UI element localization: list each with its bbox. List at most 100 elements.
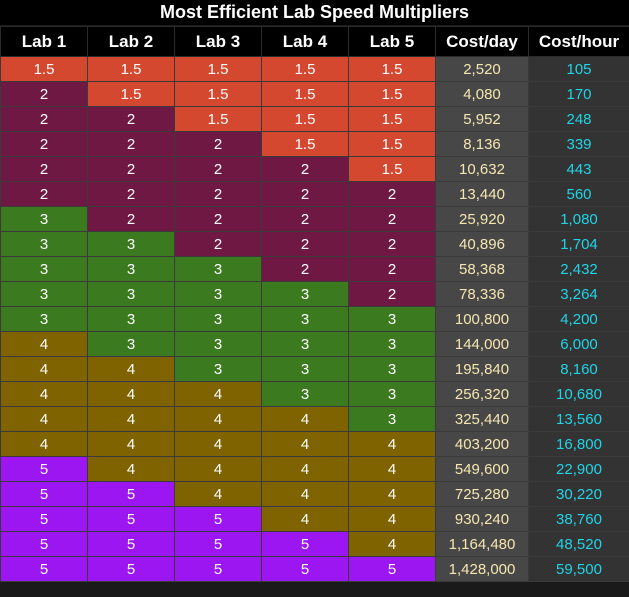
lab-4-multiplier-cell[interactable]: 2 bbox=[261, 156, 349, 182]
lab-1-multiplier-cell[interactable]: 5 bbox=[0, 456, 88, 482]
lab-1-multiplier-cell[interactable]: 4 bbox=[0, 406, 88, 432]
lab-4-multiplier-cell[interactable]: 1.5 bbox=[261, 106, 349, 132]
lab-2-multiplier-cell[interactable]: 5 bbox=[87, 531, 175, 557]
lab-3-multiplier-cell[interactable]: 3 bbox=[174, 356, 262, 382]
lab-3-multiplier-cell[interactable]: 1.5 bbox=[174, 81, 262, 107]
lab-2-multiplier-cell[interactable]: 5 bbox=[87, 556, 175, 582]
lab-3-multiplier-cell[interactable]: 4 bbox=[174, 406, 262, 432]
lab-4-multiplier-cell[interactable]: 1.5 bbox=[261, 131, 349, 157]
column-header-lab-2[interactable]: Lab 2 bbox=[87, 26, 175, 57]
cost-hour-cell[interactable]: 2,432 bbox=[528, 256, 629, 282]
cost-hour-cell[interactable]: 22,900 bbox=[528, 456, 629, 482]
lab-2-multiplier-cell[interactable]: 3 bbox=[87, 281, 175, 307]
lab-5-multiplier-cell[interactable]: 1.5 bbox=[348, 106, 436, 132]
cost-day-cell[interactable]: 4,080 bbox=[435, 81, 529, 107]
lab-4-multiplier-cell[interactable]: 2 bbox=[261, 256, 349, 282]
cost-hour-cell[interactable]: 10,680 bbox=[528, 381, 629, 407]
lab-5-multiplier-cell[interactable]: 4 bbox=[348, 456, 436, 482]
cost-hour-cell[interactable]: 30,220 bbox=[528, 481, 629, 507]
lab-5-multiplier-cell[interactable]: 3 bbox=[348, 306, 436, 332]
lab-1-multiplier-cell[interactable]: 4 bbox=[0, 381, 88, 407]
lab-3-multiplier-cell[interactable]: 2 bbox=[174, 131, 262, 157]
lab-4-multiplier-cell[interactable]: 5 bbox=[261, 556, 349, 582]
lab-1-multiplier-cell[interactable]: 4 bbox=[0, 331, 88, 357]
cost-day-cell[interactable]: 8,136 bbox=[435, 131, 529, 157]
lab-4-multiplier-cell[interactable]: 3 bbox=[261, 381, 349, 407]
lab-4-multiplier-cell[interactable]: 2 bbox=[261, 206, 349, 232]
lab-2-multiplier-cell[interactable]: 5 bbox=[87, 481, 175, 507]
cost-hour-cell[interactable]: 170 bbox=[528, 81, 629, 107]
lab-1-multiplier-cell[interactable]: 5 bbox=[0, 481, 88, 507]
cost-hour-cell[interactable]: 16,800 bbox=[528, 431, 629, 457]
lab-2-multiplier-cell[interactable]: 4 bbox=[87, 431, 175, 457]
cost-day-cell[interactable]: 10,632 bbox=[435, 156, 529, 182]
cost-hour-cell[interactable]: 560 bbox=[528, 181, 629, 207]
cost-day-cell[interactable]: 930,240 bbox=[435, 506, 529, 532]
cost-day-cell[interactable]: 25,920 bbox=[435, 206, 529, 232]
cost-hour-cell[interactable]: 38,760 bbox=[528, 506, 629, 532]
lab-4-multiplier-cell[interactable]: 4 bbox=[261, 431, 349, 457]
lab-5-multiplier-cell[interactable]: 3 bbox=[348, 331, 436, 357]
cost-hour-cell[interactable]: 4,200 bbox=[528, 306, 629, 332]
lab-2-multiplier-cell[interactable]: 1.5 bbox=[87, 81, 175, 107]
lab-1-multiplier-cell[interactable]: 2 bbox=[0, 181, 88, 207]
lab-4-multiplier-cell[interactable]: 4 bbox=[261, 506, 349, 532]
cost-day-cell[interactable]: 1,164,480 bbox=[435, 531, 529, 557]
lab-5-multiplier-cell[interactable]: 1.5 bbox=[348, 81, 436, 107]
cost-hour-cell[interactable]: 1,704 bbox=[528, 231, 629, 257]
lab-5-multiplier-cell[interactable]: 2 bbox=[348, 231, 436, 257]
cost-hour-cell[interactable]: 48,520 bbox=[528, 531, 629, 557]
cost-day-cell[interactable]: 1,428,000 bbox=[435, 556, 529, 582]
lab-4-multiplier-cell[interactable]: 4 bbox=[261, 481, 349, 507]
lab-3-multiplier-cell[interactable]: 5 bbox=[174, 506, 262, 532]
lab-4-multiplier-cell[interactable]: 4 bbox=[261, 456, 349, 482]
lab-4-multiplier-cell[interactable]: 5 bbox=[261, 531, 349, 557]
lab-3-multiplier-cell[interactable]: 4 bbox=[174, 456, 262, 482]
cost-hour-cell[interactable]: 6,000 bbox=[528, 331, 629, 357]
lab-2-multiplier-cell[interactable]: 1.5 bbox=[87, 56, 175, 82]
lab-1-multiplier-cell[interactable]: 4 bbox=[0, 431, 88, 457]
lab-5-multiplier-cell[interactable]: 4 bbox=[348, 531, 436, 557]
cost-day-cell[interactable]: 725,280 bbox=[435, 481, 529, 507]
lab-1-multiplier-cell[interactable]: 1.5 bbox=[0, 56, 88, 82]
lab-3-multiplier-cell[interactable]: 1.5 bbox=[174, 56, 262, 82]
lab-1-multiplier-cell[interactable]: 5 bbox=[0, 556, 88, 582]
lab-2-multiplier-cell[interactable]: 4 bbox=[87, 356, 175, 382]
lab-5-multiplier-cell[interactable]: 1.5 bbox=[348, 131, 436, 157]
lab-3-multiplier-cell[interactable]: 3 bbox=[174, 331, 262, 357]
lab-5-multiplier-cell[interactable]: 1.5 bbox=[348, 156, 436, 182]
lab-3-multiplier-cell[interactable]: 5 bbox=[174, 531, 262, 557]
column-header-cost-day[interactable]: Cost/day bbox=[435, 26, 529, 57]
lab-2-multiplier-cell[interactable]: 2 bbox=[87, 156, 175, 182]
cost-hour-cell[interactable]: 339 bbox=[528, 131, 629, 157]
lab-2-multiplier-cell[interactable]: 3 bbox=[87, 331, 175, 357]
cost-day-cell[interactable]: 40,896 bbox=[435, 231, 529, 257]
lab-1-multiplier-cell[interactable]: 2 bbox=[0, 81, 88, 107]
cost-hour-cell[interactable]: 248 bbox=[528, 106, 629, 132]
lab-3-multiplier-cell[interactable]: 1.5 bbox=[174, 106, 262, 132]
lab-5-multiplier-cell[interactable]: 1.5 bbox=[348, 56, 436, 82]
lab-2-multiplier-cell[interactable]: 2 bbox=[87, 206, 175, 232]
lab-5-multiplier-cell[interactable]: 3 bbox=[348, 381, 436, 407]
lab-3-multiplier-cell[interactable]: 3 bbox=[174, 306, 262, 332]
lab-5-multiplier-cell[interactable]: 5 bbox=[348, 556, 436, 582]
lab-5-multiplier-cell[interactable]: 2 bbox=[348, 256, 436, 282]
lab-2-multiplier-cell[interactable]: 4 bbox=[87, 406, 175, 432]
cost-hour-cell[interactable]: 443 bbox=[528, 156, 629, 182]
cost-day-cell[interactable]: 144,000 bbox=[435, 331, 529, 357]
cost-day-cell[interactable]: 58,368 bbox=[435, 256, 529, 282]
lab-3-multiplier-cell[interactable]: 4 bbox=[174, 481, 262, 507]
lab-4-multiplier-cell[interactable]: 3 bbox=[261, 331, 349, 357]
lab-5-multiplier-cell[interactable]: 4 bbox=[348, 431, 436, 457]
lab-3-multiplier-cell[interactable]: 4 bbox=[174, 381, 262, 407]
lab-3-multiplier-cell[interactable]: 2 bbox=[174, 181, 262, 207]
lab-2-multiplier-cell[interactable]: 2 bbox=[87, 181, 175, 207]
lab-5-multiplier-cell[interactable]: 4 bbox=[348, 481, 436, 507]
cost-hour-cell[interactable]: 59,500 bbox=[528, 556, 629, 582]
lab-5-multiplier-cell[interactable]: 3 bbox=[348, 356, 436, 382]
lab-1-multiplier-cell[interactable]: 5 bbox=[0, 531, 88, 557]
column-header-lab-1[interactable]: Lab 1 bbox=[0, 26, 88, 57]
lab-4-multiplier-cell[interactable]: 4 bbox=[261, 406, 349, 432]
lab-3-multiplier-cell[interactable]: 3 bbox=[174, 256, 262, 282]
lab-1-multiplier-cell[interactable]: 3 bbox=[0, 256, 88, 282]
